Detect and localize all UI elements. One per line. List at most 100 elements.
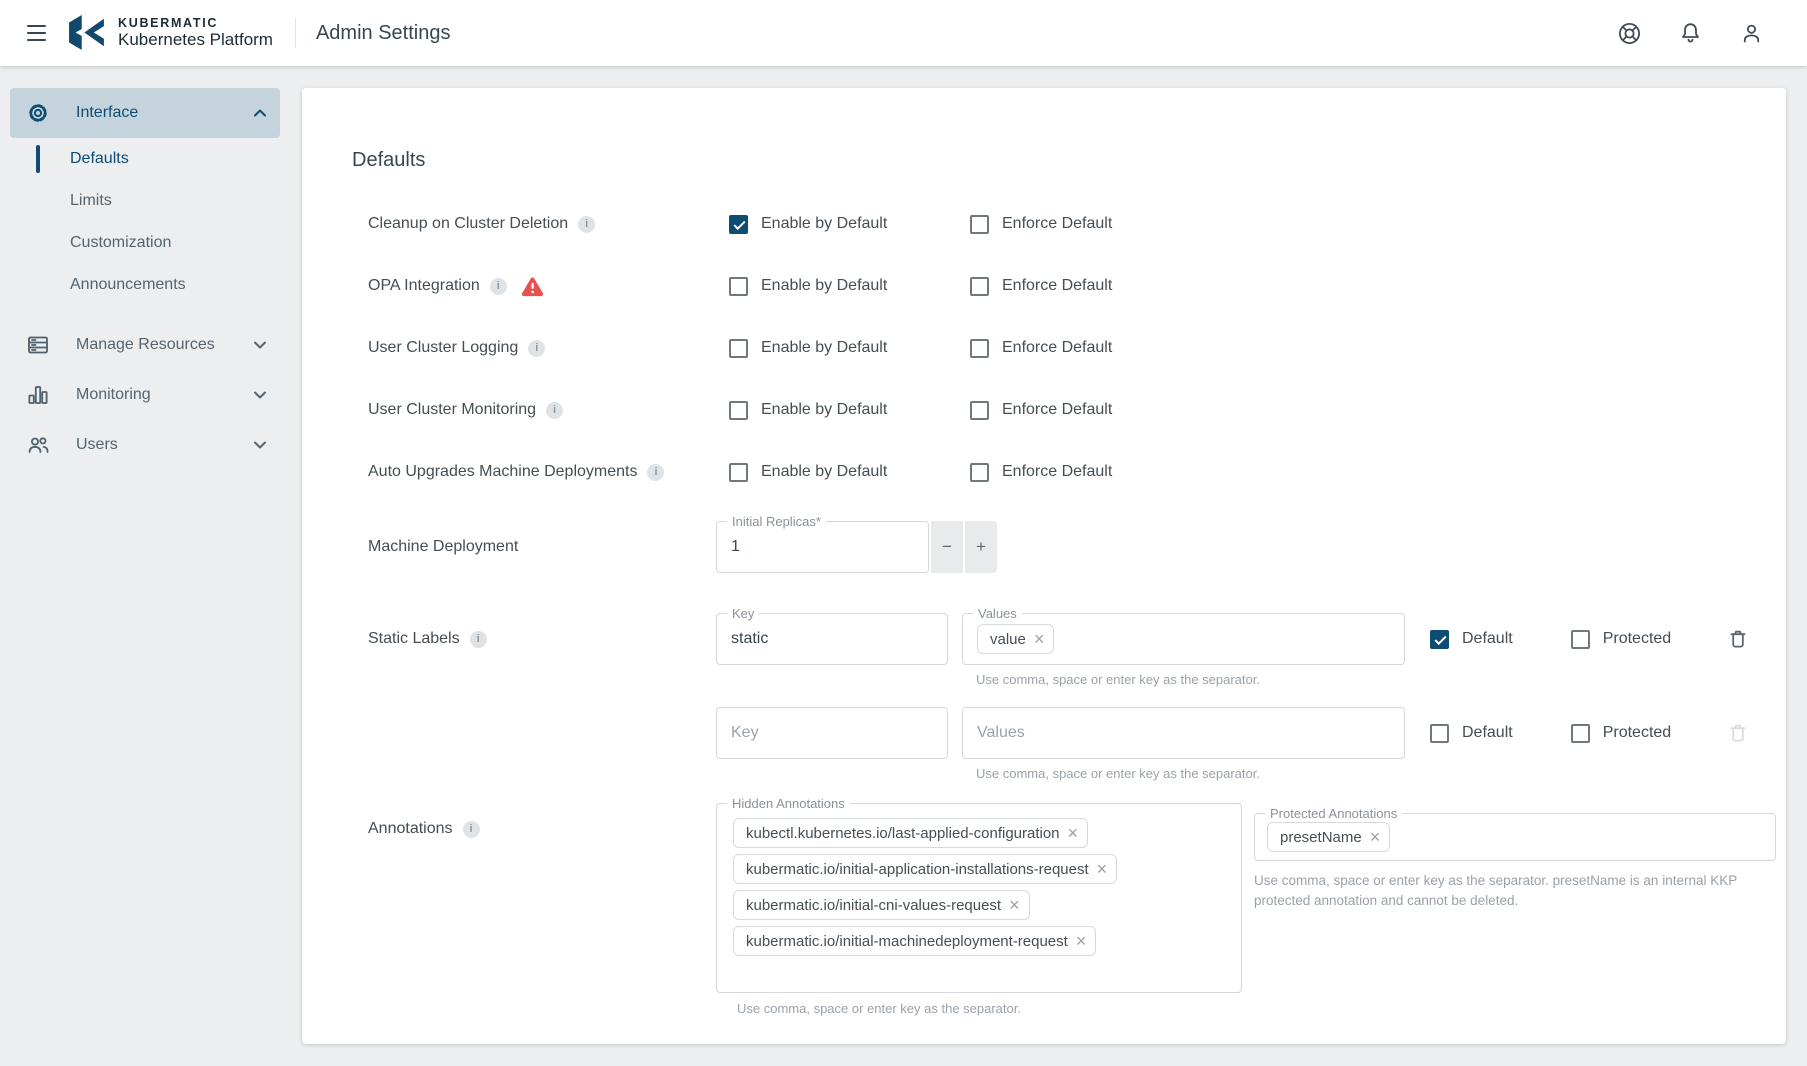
info-icon[interactable] bbox=[528, 339, 546, 357]
sidebar-item-monitoring[interactable]: Monitoring bbox=[10, 370, 280, 420]
defaults-card: Defaults Cleanup on Cluster Deletion Ena… bbox=[302, 88, 1786, 1044]
separator-hint: Use comma, space or enter key as the sep… bbox=[976, 672, 1260, 688]
main-content: Defaults Cleanup on Cluster Deletion Ena… bbox=[290, 66, 1807, 1066]
checkbox-label: Protected bbox=[1602, 630, 1672, 648]
menu-icon[interactable] bbox=[24, 17, 50, 49]
section-heading: Defaults bbox=[352, 148, 426, 171]
help-icon[interactable] bbox=[1616, 20, 1643, 47]
setting-row-machine-deployment: Machine Deployment Initial Replicas* − + bbox=[368, 511, 1786, 583]
sidebar-item-interface[interactable]: Interface bbox=[10, 88, 280, 138]
info-icon[interactable] bbox=[578, 215, 596, 233]
enforce-default-checkbox[interactable] bbox=[970, 338, 989, 358]
enforce-default-checkbox[interactable] bbox=[970, 400, 989, 420]
kubermatic-logo-icon[interactable] bbox=[68, 14, 106, 52]
sidebar-item-customization[interactable]: Customization bbox=[0, 222, 290, 264]
enable-by-default-checkbox[interactable] bbox=[729, 214, 748, 234]
chevron-down-icon bbox=[250, 385, 270, 405]
hidden-annotations-field[interactable]: Hidden Annotations kubectl.kubernetes.io… bbox=[716, 796, 1242, 994]
checkbox-label: Enable by Default bbox=[761, 339, 888, 357]
decrement-button[interactable]: − bbox=[931, 521, 963, 574]
annotation-chip: kubectl.kubernetes.io/last-applied-confi… bbox=[733, 818, 1089, 849]
increment-button[interactable]: + bbox=[965, 521, 997, 574]
setting-label: User Cluster Logging bbox=[368, 339, 519, 357]
enable-by-default-checkbox[interactable] bbox=[729, 276, 748, 296]
info-icon[interactable] bbox=[469, 630, 487, 648]
initial-replicas-input[interactable] bbox=[717, 522, 928, 573]
setting-row-user-cluster-logging: User Cluster Logging Enable by Default E… bbox=[368, 317, 1786, 379]
sidebar: Interface Defaults Limits Customization … bbox=[0, 66, 290, 1066]
setting-label: Static Labels bbox=[368, 630, 460, 648]
key-field: Key bbox=[716, 606, 948, 666]
values-field bbox=[962, 707, 1405, 760]
sidebar-item-label: Users bbox=[76, 436, 118, 453]
enable-by-default-checkbox[interactable] bbox=[729, 462, 748, 482]
info-icon[interactable] bbox=[546, 401, 564, 419]
sidebar-item-label: Interface bbox=[76, 104, 139, 121]
topbar: KUBERMATIC Kubernetes Platform Admin Set… bbox=[0, 0, 1807, 66]
sidebar-item-limits[interactable]: Limits bbox=[0, 180, 290, 222]
sidebar-item-defaults[interactable]: Defaults bbox=[0, 138, 290, 180]
values-input[interactable] bbox=[963, 708, 1404, 759]
chip-remove-icon[interactable] bbox=[1370, 828, 1381, 846]
topbar-divider bbox=[294, 18, 296, 48]
notifications-bell-icon[interactable] bbox=[1677, 20, 1704, 47]
chevron-down-icon bbox=[250, 435, 270, 455]
enable-by-default-checkbox[interactable] bbox=[729, 338, 748, 358]
page-title: Admin Settings bbox=[315, 21, 451, 44]
sidebar-item-manage-resources[interactable]: Manage Resources bbox=[10, 320, 280, 370]
checkbox-label: Enable by Default bbox=[761, 401, 888, 419]
default-checkbox[interactable] bbox=[1430, 723, 1449, 743]
field-label: Hidden Annotations bbox=[727, 796, 850, 813]
checkbox-label: Enforce Default bbox=[1002, 339, 1113, 357]
field-label: Initial Replicas* bbox=[727, 514, 826, 531]
key-input[interactable] bbox=[717, 614, 947, 665]
checkbox-label: Enforce Default bbox=[1002, 463, 1113, 481]
setting-label: Machine Deployment bbox=[368, 538, 519, 556]
chip-remove-icon[interactable] bbox=[1034, 630, 1045, 648]
chip-text: value bbox=[990, 630, 1026, 648]
setting-row-auto-upgrades-machine-deployments: Auto Upgrades Machine Deployments Enable… bbox=[368, 441, 1786, 503]
setting-label: Annotations bbox=[368, 820, 453, 838]
delete-row-icon-disabled bbox=[1726, 721, 1750, 745]
field-label: Key bbox=[727, 606, 760, 623]
user-account-icon[interactable] bbox=[1738, 20, 1765, 47]
info-icon[interactable] bbox=[462, 820, 480, 838]
checkbox-label: Enable by Default bbox=[761, 277, 888, 295]
sidebar-subitem-label: Defaults bbox=[70, 150, 129, 167]
chip-remove-icon[interactable] bbox=[1076, 932, 1087, 950]
setting-row-cleanup-on-cluster-deletion: Cleanup on Cluster Deletion Enable by De… bbox=[368, 193, 1786, 255]
setting-row-static-labels: Static Labels Key Values bbox=[368, 606, 1786, 782]
brand-name: KUBERMATIC bbox=[118, 16, 219, 31]
brand: KUBERMATIC Kubernetes Platform bbox=[118, 16, 273, 50]
enable-by-default-checkbox[interactable] bbox=[729, 400, 748, 420]
static-label-row: Key Values value Use comma, bbox=[716, 606, 1786, 688]
protected-annotations-field[interactable]: Protected Annotations presetName bbox=[1254, 806, 1776, 862]
checkbox-label: Default bbox=[1462, 724, 1513, 742]
values-field[interactable]: Values value bbox=[962, 606, 1405, 666]
protected-checkbox[interactable] bbox=[1570, 723, 1590, 743]
sidebar-item-users[interactable]: Users bbox=[10, 420, 280, 470]
chip-text: kubermatic.io/initial-cni-values-request bbox=[746, 896, 1002, 914]
enforce-default-checkbox[interactable] bbox=[970, 276, 989, 296]
key-input[interactable] bbox=[717, 708, 947, 759]
setting-label: OPA Integration bbox=[368, 277, 480, 295]
sidebar-item-announcements[interactable]: Announcements bbox=[0, 264, 290, 306]
setting-row-user-cluster-monitoring: User Cluster Monitoring Enable by Defaul… bbox=[368, 379, 1786, 441]
sidebar-subitem-label: Customization bbox=[70, 234, 172, 251]
default-checkbox[interactable] bbox=[1430, 629, 1449, 649]
checkbox-label: Enforce Default bbox=[1002, 401, 1113, 419]
chip-remove-icon[interactable] bbox=[1097, 860, 1108, 878]
info-icon[interactable] bbox=[489, 277, 507, 295]
sidebar-item-label: Monitoring bbox=[76, 386, 151, 403]
checkbox-label: Enforce Default bbox=[1002, 277, 1113, 295]
protected-checkbox[interactable] bbox=[1570, 629, 1590, 649]
chip-remove-icon[interactable] bbox=[1068, 824, 1079, 842]
checkbox-label: Enable by Default bbox=[761, 215, 888, 233]
enforce-default-checkbox[interactable] bbox=[970, 214, 989, 234]
delete-row-icon[interactable] bbox=[1726, 627, 1750, 651]
enforce-default-checkbox[interactable] bbox=[970, 462, 989, 482]
info-icon[interactable] bbox=[647, 463, 665, 481]
setting-label: User Cluster Monitoring bbox=[368, 401, 537, 419]
chip-remove-icon[interactable] bbox=[1009, 896, 1020, 914]
separator-hint: Use comma, space or enter key as the sep… bbox=[976, 766, 1260, 782]
